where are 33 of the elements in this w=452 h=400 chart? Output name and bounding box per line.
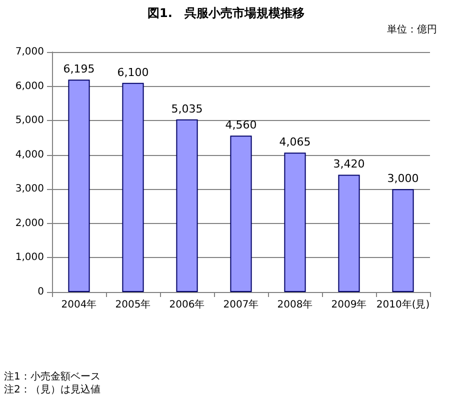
bar [392, 189, 414, 292]
text: 注2：（見）は見込値 [4, 384, 100, 396]
y-tick-label: 2,000 [15, 218, 44, 229]
x-tick-label: 2007年 [223, 298, 259, 310]
x-tick-label: 2008年 [277, 298, 313, 310]
y-tick-label: 0 [38, 286, 44, 298]
data-label: 6,195 [63, 62, 95, 76]
bar [284, 152, 306, 292]
x-tick-label: 2006年 [169, 298, 205, 310]
x-tick-label: 2010年(見) [376, 298, 430, 310]
x-tick-label: 2005年 [115, 298, 151, 310]
bar [230, 136, 252, 292]
data-label: 5,035 [171, 102, 203, 116]
bar [68, 80, 90, 292]
x-tick-label: 2009年 [331, 298, 367, 310]
x-tick-label: 2004年 [61, 298, 97, 310]
bar [338, 174, 360, 292]
text: 注1：小売金額ベース [4, 370, 100, 382]
y-tick-label: 5,000 [15, 115, 44, 126]
data-label: 3,420 [333, 158, 365, 171]
y-tick-label: 4,000 [15, 149, 44, 160]
data-label: 3,000 [387, 172, 419, 186]
y-tick-label: 3,000 [15, 184, 44, 195]
chart-title: 図1. 呉服小売市場規模推移 [148, 6, 304, 20]
data-label: 4,560 [225, 118, 257, 132]
data-label: 6,100 [117, 66, 149, 79]
y-tick-label: 6,000 [15, 80, 44, 92]
y-tick-label: 1,000 [15, 252, 44, 264]
y-tick-label: 7,000 [15, 46, 44, 58]
bar [122, 82, 144, 292]
chart-subtitle: 単位：億円 [387, 24, 437, 36]
data-label: 4,065 [279, 136, 311, 149]
bar [176, 119, 198, 292]
